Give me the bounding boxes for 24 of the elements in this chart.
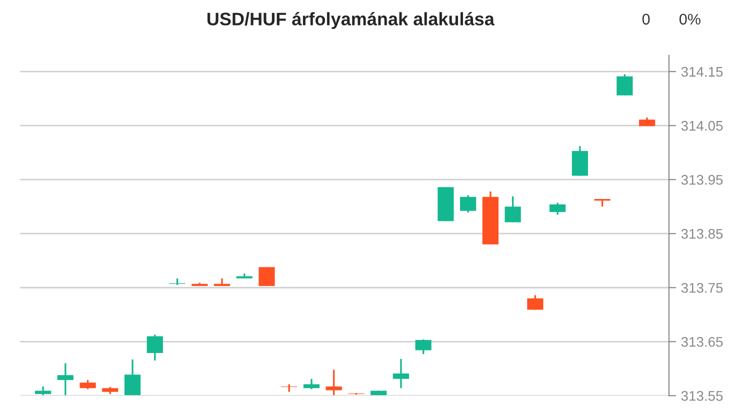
text: 0 [642, 14, 650, 25]
candlestick [392, 358, 410, 389]
candlestick [504, 195, 521, 224]
y-tick-label: 313.55 [681, 390, 723, 401]
candlestick [146, 334, 163, 362]
y-tick-label: 314.15 [681, 66, 723, 77]
y-tick-label: 313.75 [681, 282, 723, 293]
candlestick [124, 358, 141, 396]
text: 0% [679, 14, 700, 25]
candlestick [415, 338, 432, 355]
candlestick [303, 378, 320, 390]
candlestick [57, 362, 74, 396]
candlestick [326, 368, 342, 396]
candlestick [258, 266, 275, 287]
candlestick [460, 194, 476, 214]
y-tick-label: 314.05 [681, 120, 723, 131]
candlestick [550, 202, 566, 216]
chart-title: USD/HUF árfolyamának alakulása [207, 12, 495, 29]
y-tick-label: 313.65 [681, 336, 723, 347]
candlestick [80, 379, 96, 390]
candlestick [616, 73, 633, 96]
y-tick-label: 313.85 [681, 228, 723, 239]
candlestick [527, 294, 544, 311]
y-tick-label: 313.95 [681, 174, 723, 185]
